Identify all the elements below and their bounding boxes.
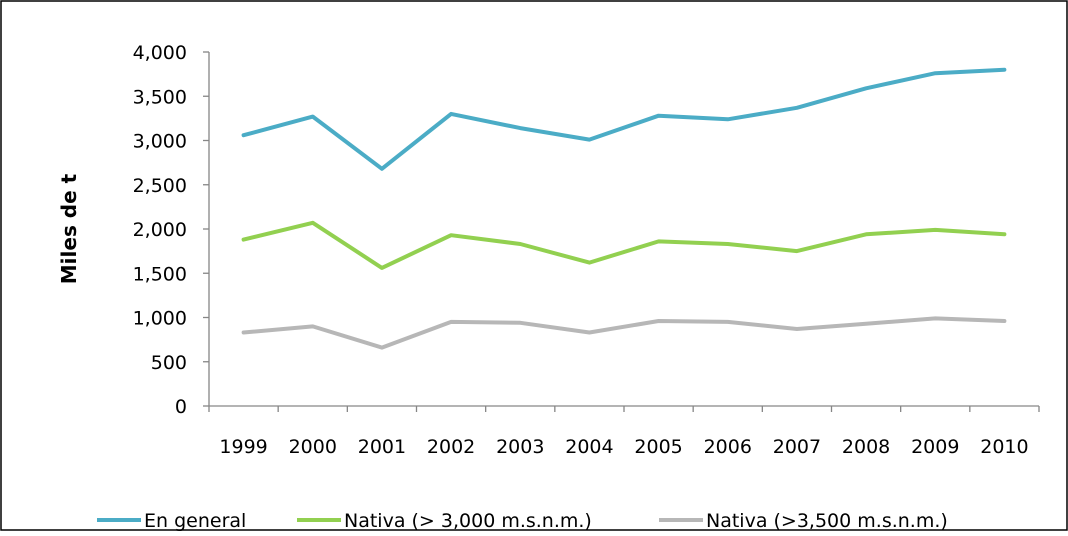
y-tick-label: 2,500 [133, 175, 187, 197]
x-tick-label: 2003 [496, 436, 544, 458]
legend-item-3: Nativa (>3,500 m.s.n.m.) [659, 510, 948, 532]
legend-label: Nativa (>3,500 m.s.n.m.) [706, 510, 948, 531]
x-tick-label: 2002 [427, 436, 475, 458]
x-tick-label: 2000 [289, 436, 337, 458]
x-tick-label: 2006 [704, 436, 752, 458]
x-tick-label: 2009 [911, 436, 959, 458]
x-tick-label: 2010 [980, 436, 1028, 458]
y-tick-label: 500 [151, 352, 187, 374]
legend: En general Nativa (> 3,000 m.s.n.m.) Nativ… [97, 510, 948, 532]
x-tick-label: 2004 [565, 436, 613, 458]
y-axis-ticks: 0 500 1,000 1,500 2,000 2,500 3,000 3,500 4,000 [133, 42, 209, 418]
x-tick-label: 2005 [634, 436, 682, 458]
y-tick-label: 1,500 [133, 263, 187, 285]
legend-item-1: En general [97, 510, 246, 532]
y-tick-label: 3,500 [133, 86, 187, 108]
y-axis-label: Miles de t [57, 173, 81, 284]
legend-item-2: Nativa (> 3,000 m.s.n.m.) [297, 510, 592, 532]
series-line-1 [241, 67, 1007, 171]
x-tick-label: 1999 [219, 436, 267, 458]
legend-label: En general [144, 510, 246, 531]
y-tick-label: 0 [175, 396, 187, 418]
series-lines [241, 67, 1007, 350]
legend-label: Nativa (> 3,000 m.s.n.m.) [344, 510, 592, 531]
x-tick-label: 2008 [842, 436, 890, 458]
x-axis-ticks: 1999 2000 2001 2002 2003 2004 2005 2006 2007 2008… [208, 406, 1040, 458]
series-line-3 [241, 316, 1007, 350]
series-line-2 [241, 220, 1007, 270]
x-tick-label: 2001 [358, 436, 406, 458]
y-tick-label: 2,000 [133, 219, 187, 241]
y-tick-label: 1,000 [133, 308, 187, 330]
x-tick-label: 2007 [773, 436, 821, 458]
y-tick-label: 4,000 [133, 42, 187, 64]
y-tick-label: 3,000 [133, 131, 187, 153]
